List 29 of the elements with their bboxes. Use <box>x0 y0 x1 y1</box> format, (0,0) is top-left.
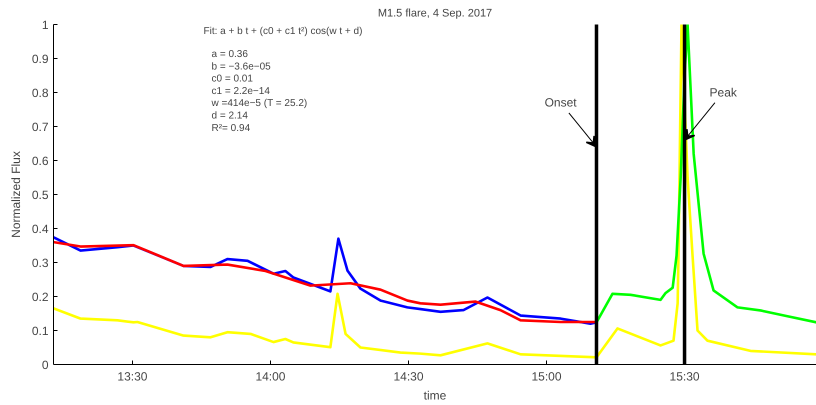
ref-line-label: Peak <box>710 85 738 100</box>
annotation: b = −3.6e−05 <box>212 61 272 72</box>
y-tick-label: 0.8 <box>32 86 49 100</box>
annotation: Fit: a + b t + (c0 + c1 t²) cos(w t + d) <box>204 26 362 37</box>
chart-title: M1.5 flare, 4 Sep. 2017 <box>378 8 492 20</box>
y-tick-label: 0.1 <box>32 324 49 338</box>
y-tick-label: 0.4 <box>32 222 49 236</box>
x-tick-label: 13:30 <box>117 370 148 384</box>
annotation: d = 2.14 <box>212 110 248 122</box>
annotation: c0 = 0.01 <box>212 74 254 85</box>
y-tick-label: 1 <box>42 18 49 32</box>
x-axis-title: time <box>424 388 447 402</box>
annotation: a = 0.36 <box>212 49 248 60</box>
annotation: R²= 0.94 <box>212 122 251 134</box>
x-tick-label: 14:00 <box>255 370 286 384</box>
x-tick-label: 15:00 <box>532 370 562 384</box>
y-tick-label: 0.9 <box>32 52 49 66</box>
y-tick-label: 0.6 <box>32 154 49 168</box>
x-tick-label: 15:30 <box>670 370 700 384</box>
y-tick-label: 0 <box>42 358 49 372</box>
y-tick-label: 0.5 <box>32 188 49 202</box>
y-tick-label: 0.3 <box>32 256 49 270</box>
y-tick-label: 0.7 <box>32 120 49 134</box>
annotation: w =414e−5 (T = 25.2) <box>210 98 308 110</box>
ref-line-label: Onset <box>544 96 578 110</box>
annotation: c1 = 2.2e−14 <box>212 86 270 97</box>
y-tick-label: 0.2 <box>32 290 49 304</box>
x-tick-label: 14:30 <box>393 370 424 384</box>
y-axis-title: Normalized Flux <box>8 151 23 238</box>
